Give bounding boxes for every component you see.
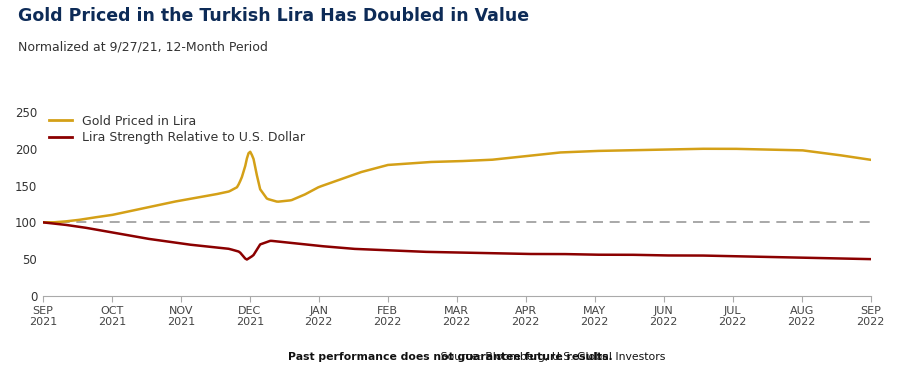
Text: Source: Bloomberg, U.S. Global Investors: Source: Bloomberg, U.S. Global Investors — [234, 353, 666, 362]
Text: Past performance does not guarantee future results.: Past performance does not guarantee futu… — [288, 353, 612, 362]
Legend: Gold Priced in Lira, Lira Strength Relative to U.S. Dollar: Gold Priced in Lira, Lira Strength Relat… — [50, 114, 304, 144]
Text: Gold Priced in the Turkish Lira Has Doubled in Value: Gold Priced in the Turkish Lira Has Doub… — [18, 7, 529, 25]
Text: Normalized at 9/27/21, 12-Month Period: Normalized at 9/27/21, 12-Month Period — [18, 40, 268, 53]
